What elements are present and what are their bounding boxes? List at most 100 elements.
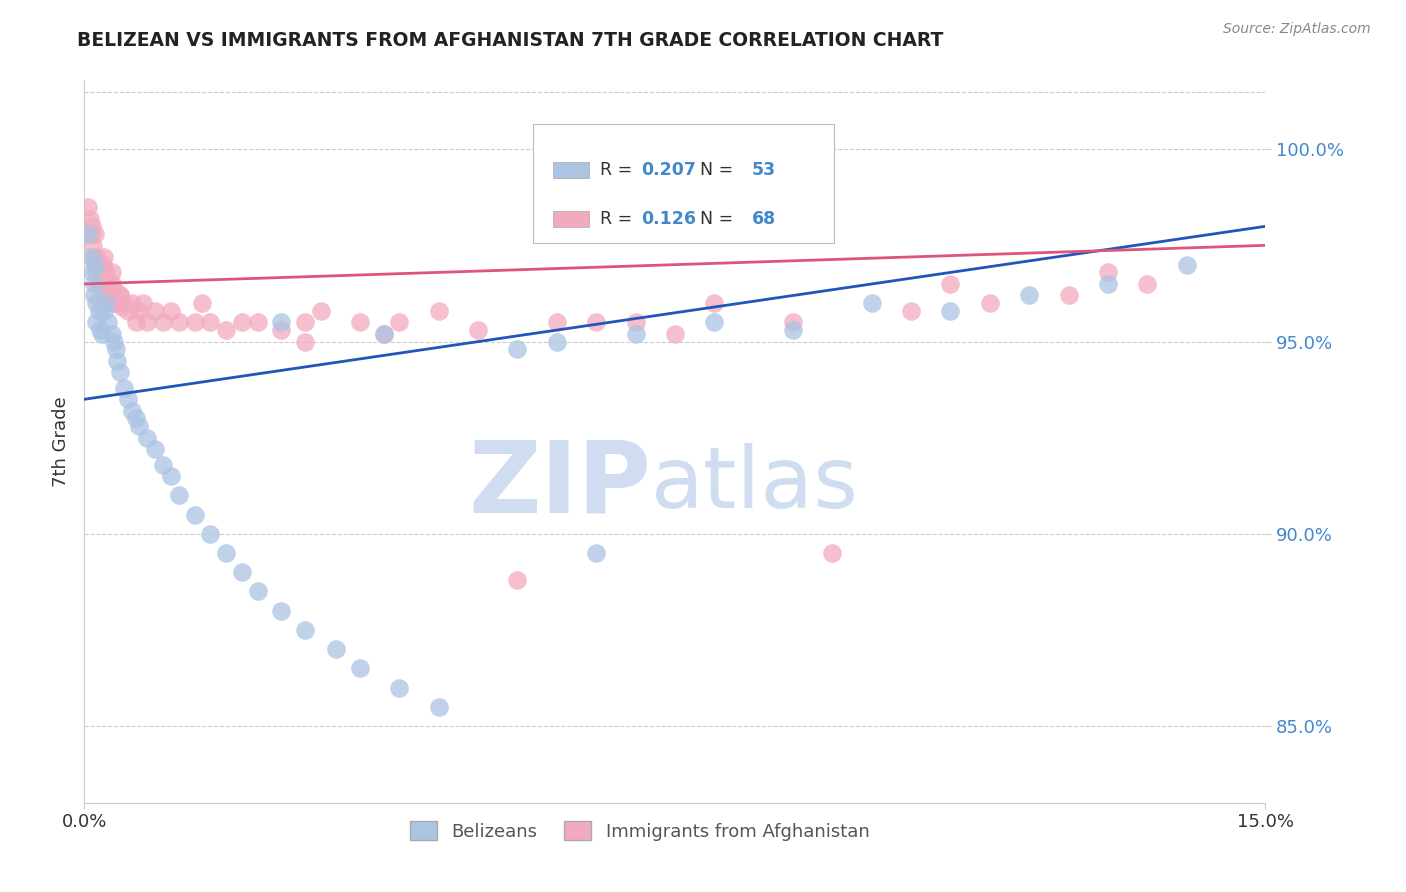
Point	[121, 296, 143, 310]
Point	[152, 315, 174, 329]
Point	[112, 381, 135, 395]
Point	[167, 315, 190, 329]
Point	[664, 326, 686, 341]
Y-axis label: 7th Grade: 7th Grade	[52, 396, 70, 487]
Point	[103, 296, 125, 310]
Point	[98, 288, 121, 302]
Point	[77, 227, 100, 241]
Point	[83, 288, 105, 302]
Point	[128, 304, 150, 318]
Point	[143, 304, 166, 318]
Point	[427, 304, 450, 318]
Point	[160, 469, 183, 483]
Point	[349, 661, 371, 675]
Point	[821, 546, 844, 560]
Point	[90, 326, 112, 341]
Point	[1018, 288, 1040, 302]
Point	[90, 277, 112, 291]
Text: 0.207: 0.207	[641, 161, 696, 178]
Point	[782, 315, 804, 329]
Text: R =: R =	[600, 211, 638, 228]
Point	[200, 315, 222, 329]
Point	[121, 404, 143, 418]
Point	[96, 296, 118, 310]
Point	[83, 277, 105, 291]
Point	[373, 326, 395, 341]
Point	[167, 488, 190, 502]
Point	[1097, 277, 1119, 291]
Point	[112, 296, 135, 310]
Text: atlas: atlas	[651, 443, 859, 526]
Point	[939, 304, 962, 318]
Point	[1175, 258, 1198, 272]
Point	[93, 250, 115, 264]
Point	[84, 315, 107, 329]
Point	[101, 277, 124, 291]
Point	[900, 304, 922, 318]
Text: N =: N =	[689, 211, 738, 228]
Point	[108, 288, 131, 302]
Point	[124, 315, 146, 329]
Point	[111, 300, 134, 314]
Point	[546, 315, 568, 329]
Point	[93, 304, 115, 318]
Point	[246, 315, 269, 329]
Point	[585, 546, 607, 560]
Point	[84, 258, 107, 272]
Point	[373, 326, 395, 341]
Point	[87, 258, 110, 272]
Point	[86, 250, 108, 264]
Point	[506, 343, 529, 357]
Point	[388, 681, 411, 695]
Point	[294, 334, 316, 349]
Point	[703, 315, 725, 329]
FancyBboxPatch shape	[533, 124, 834, 243]
Point	[703, 296, 725, 310]
Point	[546, 334, 568, 349]
Point	[83, 227, 105, 241]
Point	[1057, 288, 1080, 302]
Point	[79, 250, 101, 264]
Point	[97, 277, 120, 291]
Point	[309, 304, 332, 318]
Point	[91, 258, 114, 272]
Point	[94, 288, 117, 302]
Point	[136, 315, 159, 329]
Point	[467, 323, 489, 337]
Text: 68: 68	[752, 211, 776, 228]
Point	[215, 323, 238, 337]
Point	[979, 296, 1001, 310]
Point	[231, 315, 253, 329]
Text: BELIZEAN VS IMMIGRANTS FROM AFGHANISTAN 7TH GRADE CORRELATION CHART: BELIZEAN VS IMMIGRANTS FROM AFGHANISTAN …	[77, 31, 943, 50]
Point	[427, 699, 450, 714]
Point	[82, 238, 104, 252]
Point	[108, 365, 131, 379]
Point	[231, 565, 253, 579]
Point	[101, 326, 124, 341]
Point	[183, 508, 205, 522]
Point	[215, 546, 238, 560]
Point	[200, 526, 222, 541]
Point	[84, 258, 107, 272]
Point	[104, 343, 127, 357]
Point	[132, 296, 155, 310]
Point	[82, 219, 104, 234]
Point	[294, 315, 316, 329]
Point	[108, 288, 131, 302]
Point	[89, 323, 111, 337]
Point	[143, 442, 166, 457]
Point	[79, 211, 101, 226]
Point	[87, 304, 110, 318]
Point	[84, 296, 107, 310]
Point	[152, 458, 174, 472]
Point	[325, 642, 347, 657]
Point	[782, 323, 804, 337]
Point	[117, 304, 139, 318]
Point	[103, 334, 125, 349]
Point	[860, 296, 883, 310]
Point	[270, 315, 292, 329]
Text: Source: ZipAtlas.com: Source: ZipAtlas.com	[1223, 22, 1371, 37]
Point	[124, 411, 146, 425]
Point	[82, 265, 104, 279]
Point	[624, 326, 647, 341]
